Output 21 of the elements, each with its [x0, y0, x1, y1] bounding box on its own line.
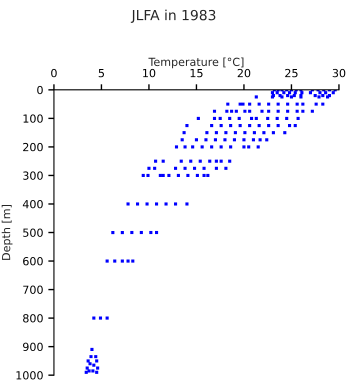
y-tick-label: 500: [23, 228, 43, 237]
y-tick-label: 600: [23, 257, 43, 266]
y-tick-label: 100: [24, 114, 43, 123]
x-tick-label: 20: [238, 68, 250, 78]
y-tick-label: 800: [23, 314, 43, 322]
x-tick-label: 5: [98, 69, 104, 78]
x-tick-label: 25: [285, 68, 298, 78]
x-tick-label: 15: [190, 69, 203, 78]
x-tick-label: 0: [51, 68, 57, 78]
y-axis-title: Depth [m]: [2, 205, 12, 260]
x-axis-title: Temperature [°C]: [148, 57, 244, 68]
y-tick-label: 1000: [16, 371, 43, 380]
y-tick-label: 0: [37, 86, 43, 94]
x-tick-label: 30: [332, 68, 346, 78]
chart-title: JLFA in 1983: [130, 10, 216, 23]
y-tick-label: 900: [23, 342, 43, 352]
y-tick-label: 400: [22, 200, 43, 208]
x-tick-label: 10: [143, 68, 156, 78]
y-tick-label: 300: [23, 171, 43, 180]
y-tick-label: 200: [23, 142, 43, 152]
y-tick-label: 700: [23, 286, 43, 294]
